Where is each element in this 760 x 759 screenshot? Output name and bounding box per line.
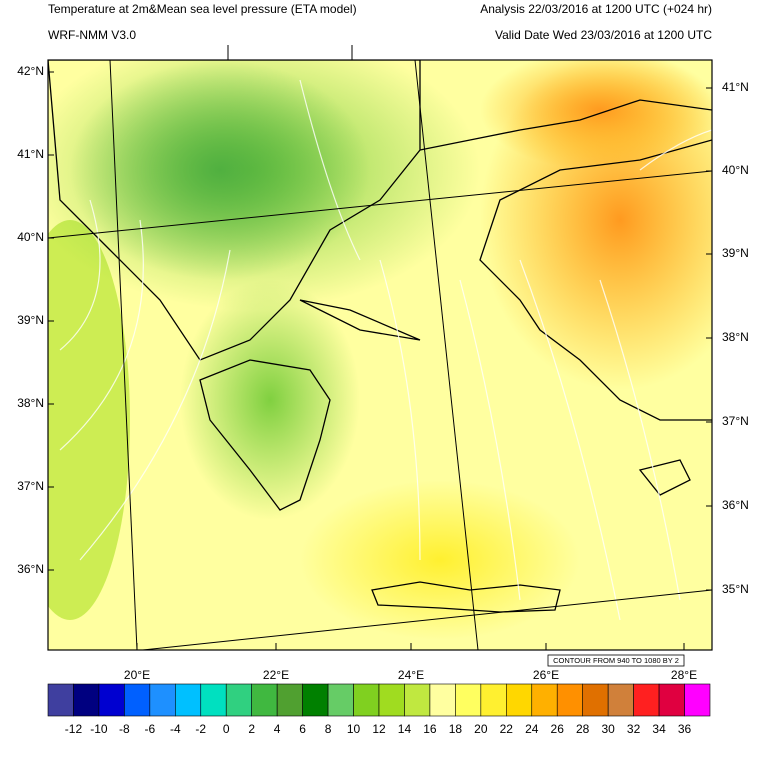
lat-label: 36°N: [722, 498, 749, 512]
color-swatch: [200, 683, 227, 717]
color-swatch: [506, 683, 533, 717]
lon-label: 24°E: [398, 668, 424, 682]
colorbar-label: 8: [325, 722, 332, 736]
color-swatch: [225, 683, 252, 717]
colorbar-label: 10: [347, 722, 361, 736]
colorbar-label: 22: [500, 722, 514, 736]
contour-info: CONTOUR FROM 940 TO 1080 BY 2: [553, 656, 679, 665]
lat-label: 39°N: [17, 313, 44, 327]
lon-label: 20°E: [124, 668, 150, 682]
lat-label: 38°N: [722, 330, 749, 344]
colorbar-label: -2: [195, 722, 206, 736]
colorbar-label: -8: [119, 722, 130, 736]
color-swatch: [302, 683, 329, 717]
color-swatch: [175, 683, 202, 717]
lat-label: 41°N: [17, 147, 44, 161]
colorbar-label: 20: [474, 722, 488, 736]
color-swatch: [607, 683, 634, 717]
model: WRF-NMM V3.0: [48, 28, 136, 42]
color-swatch: [684, 683, 711, 717]
color-swatch: [480, 683, 507, 717]
colorbar-label: 16: [423, 722, 437, 736]
color-swatch: [378, 683, 405, 717]
lon-label: 28°E: [671, 668, 697, 682]
colorbar-label: 28: [576, 722, 590, 736]
lon-label: 26°E: [533, 668, 559, 682]
color-swatch: [327, 683, 354, 717]
colorbar: -12 -10 -8 -6 -4 -2 0 2 4 6 8 10 12 14 16 18 20 22 24 26 28 3…: [47, 683, 711, 736]
colorbar-label: 32: [627, 722, 641, 736]
ticks: 42°N 41°N 40°N 39°N 38°N 37°N 36°N 41°N 40°N 39°N…: [17, 45, 749, 682]
colorbar-label: -12: [65, 722, 83, 736]
analysis: Analysis 22/03/2016 at 1200 UTC (+024 hr…: [480, 2, 712, 16]
color-swatch: [149, 683, 176, 717]
lat-label: 40°N: [17, 230, 44, 244]
contour-box: [547, 654, 685, 667]
color-swatch: [556, 683, 583, 717]
color-swatch: [73, 683, 100, 717]
colorbar-label: 4: [274, 722, 281, 736]
color-swatch: [98, 683, 125, 717]
colorbar-label: 2: [248, 722, 255, 736]
colorbar-label: 30: [601, 722, 615, 736]
color-swatch: [124, 683, 151, 717]
lat-label: 37°N: [722, 414, 749, 428]
lat-label: 36°N: [17, 562, 44, 576]
color-swatch: [658, 683, 685, 717]
lat-label: 39°N: [722, 246, 749, 260]
lat-label: 41°N: [722, 80, 749, 94]
colorbar-label: -10: [90, 722, 108, 736]
title: Temperature at 2m&Mean sea level pressur…: [48, 2, 357, 16]
lat-label: 40°N: [722, 163, 749, 177]
color-swatch: [404, 683, 431, 717]
color-swatch: [251, 683, 278, 717]
colorbar-label: 6: [299, 722, 306, 736]
colorbar-label: 14: [398, 722, 412, 736]
lat-label: 35°N: [722, 582, 749, 596]
color-swatch: [429, 683, 456, 717]
color-swatch: [455, 683, 482, 717]
color-swatch: [353, 683, 380, 717]
valid-date: Valid Date Wed 23/03/2016 at 1200 UTC: [495, 28, 712, 42]
lon-label: 22°E: [263, 668, 289, 682]
colorbar-label: 12: [372, 722, 386, 736]
colorbar-label: 0: [223, 722, 230, 736]
lat-label: 37°N: [17, 479, 44, 493]
color-swatch: [633, 683, 660, 717]
colorbar-label: -4: [170, 722, 181, 736]
color-swatch: [276, 683, 303, 717]
colorbar-label: 26: [551, 722, 565, 736]
lat-label: 42°N: [17, 64, 44, 78]
map: [48, 60, 712, 650]
lat-label: 38°N: [17, 396, 44, 410]
color-swatch: [582, 683, 609, 717]
colorbar-label: 36: [678, 722, 692, 736]
colorbar-label: 18: [449, 722, 463, 736]
color-swatch: [47, 683, 74, 717]
colorbar-label: 34: [652, 722, 666, 736]
colorbar-label: -6: [145, 722, 156, 736]
color-swatch: [531, 683, 558, 717]
map-frame: [47, 59, 713, 651]
colorbar-label: 24: [525, 722, 539, 736]
